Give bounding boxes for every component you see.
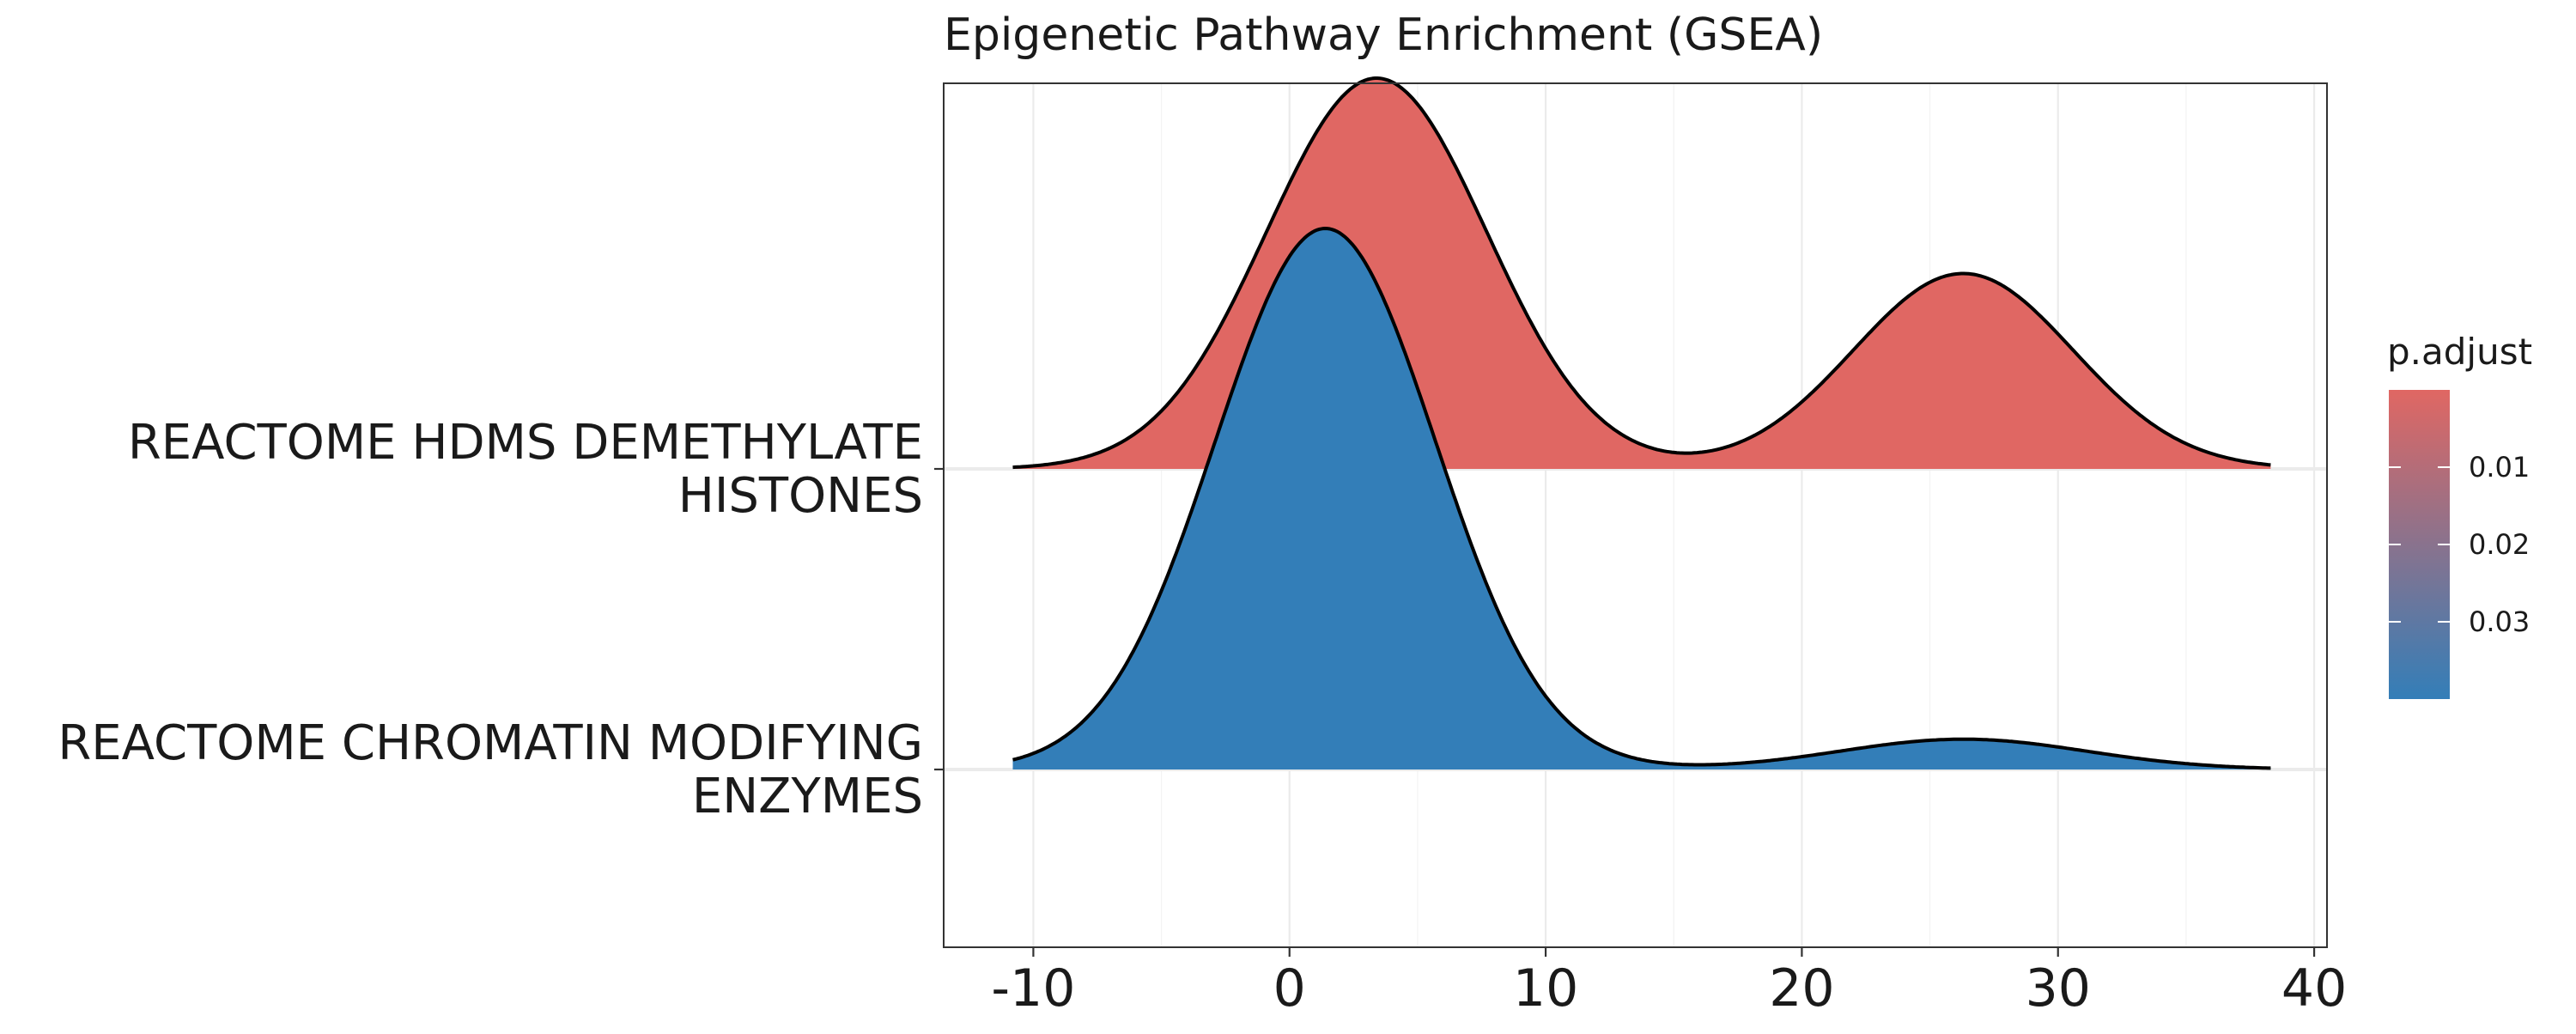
- x-axis-tick-label: 30: [2026, 958, 2091, 1019]
- y-axis-category-label: REACTOME CHROMATIN MODIFYING ENZYMES: [58, 715, 923, 824]
- legend-tick-label: 0.01: [2469, 451, 2530, 484]
- legend-title: p.adjust: [2387, 331, 2532, 373]
- ridge-area: [1012, 78, 2271, 469]
- chart-title: Epigenetic Pathway Enrichment (GSEA): [944, 9, 1823, 61]
- ridge-area: [1012, 228, 2271, 769]
- y-axis: REACTOME HDMS DEMETHYLATE HISTONESREACTOM…: [58, 415, 944, 824]
- y-axis-category-label-line: REACTOME CHROMATIN MODIFYING: [58, 715, 923, 771]
- legend-ticks: 0.01 0.02 0.03: [2389, 451, 2530, 638]
- x-axis-tick-label: 20: [1769, 958, 1834, 1019]
- ridge-areas: [1012, 76, 2271, 770]
- legend: p.adjust 0.01 0.02 0.03: [2387, 331, 2532, 699]
- x-axis-tick-label: 0: [1273, 958, 1306, 1019]
- legend-tick-label: 0.02: [2469, 528, 2530, 561]
- y-axis-category-label-line: HISTONES: [678, 468, 923, 524]
- y-axis-category-label-line: REACTOME HDMS DEMETHYLATE: [128, 415, 923, 471]
- y-axis-category-label-line: ENZYMES: [692, 769, 923, 824]
- plot-panel-border: [943, 82, 2328, 948]
- x-axis-tick-label: -10: [991, 958, 1075, 1019]
- x-axis-tick-label: 10: [1513, 958, 1578, 1019]
- x-axis-tick-label: 40: [2281, 958, 2347, 1019]
- x-axis: -10 0 10 20 30 40: [991, 947, 2347, 1019]
- legend-tick-label: 0.03: [2469, 605, 2530, 638]
- y-axis-category-label: REACTOME HDMS DEMETHYLATE HISTONES: [128, 415, 923, 524]
- ridge-outline: [1012, 76, 2271, 470]
- ridge-outline: [1012, 227, 2271, 770]
